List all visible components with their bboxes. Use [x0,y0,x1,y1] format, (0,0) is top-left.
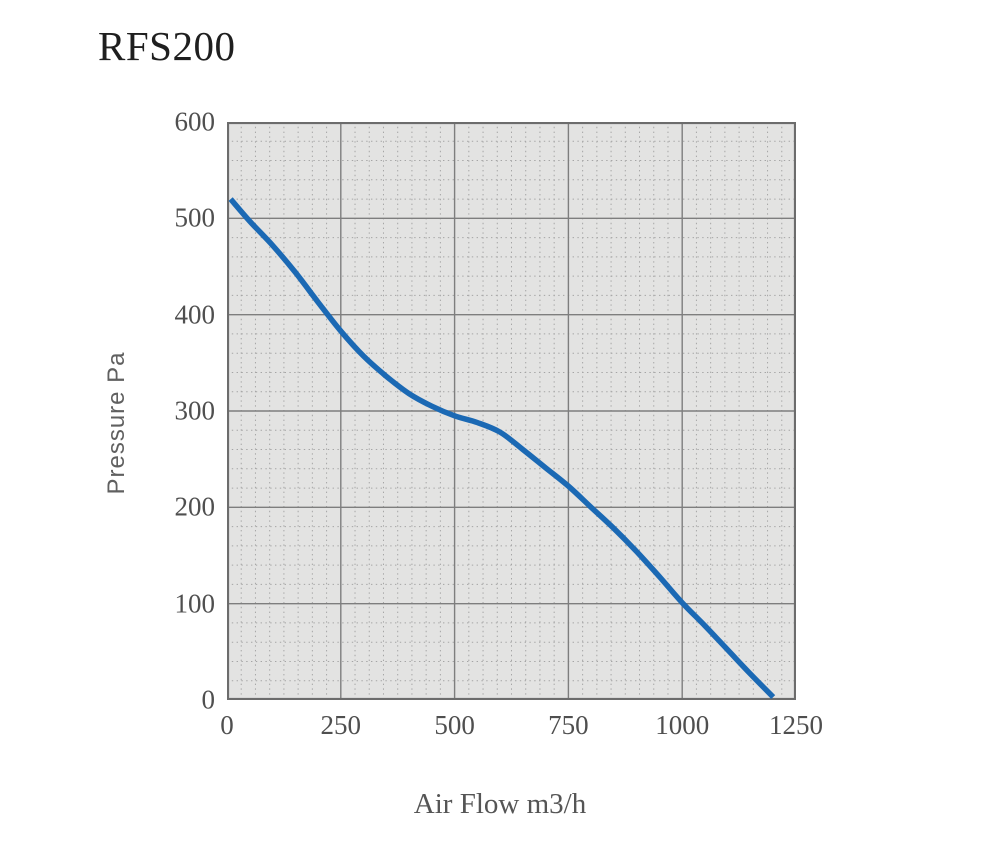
x-axis-label: Air Flow m3/h [413,788,587,820]
y-tick-label: 400 [174,299,216,330]
x-tick-label: 250 [320,710,362,740]
y-tick-label: 0 [201,684,216,715]
x-tick-label: 500 [434,710,475,740]
plot-border [227,122,796,700]
y-tick-label: 300 [174,395,216,426]
x-tick-label: 0 [220,710,234,740]
y-tick-label: 600 [174,106,216,137]
y-tick-label: 200 [174,491,216,522]
x-tick-label: 750 [548,710,589,740]
chart-title: RFS200 [98,23,236,69]
y-tick-label: 100 [174,588,216,619]
y-axis-label: Pressure Pa [103,351,130,495]
fan-curve-plot [227,122,796,700]
pressure-curve [228,197,776,700]
x-tick-label: 1250 [769,710,823,740]
plot-area [227,122,796,700]
x-tick-label: 1000 [655,710,710,740]
y-tick-label: 500 [174,202,216,233]
